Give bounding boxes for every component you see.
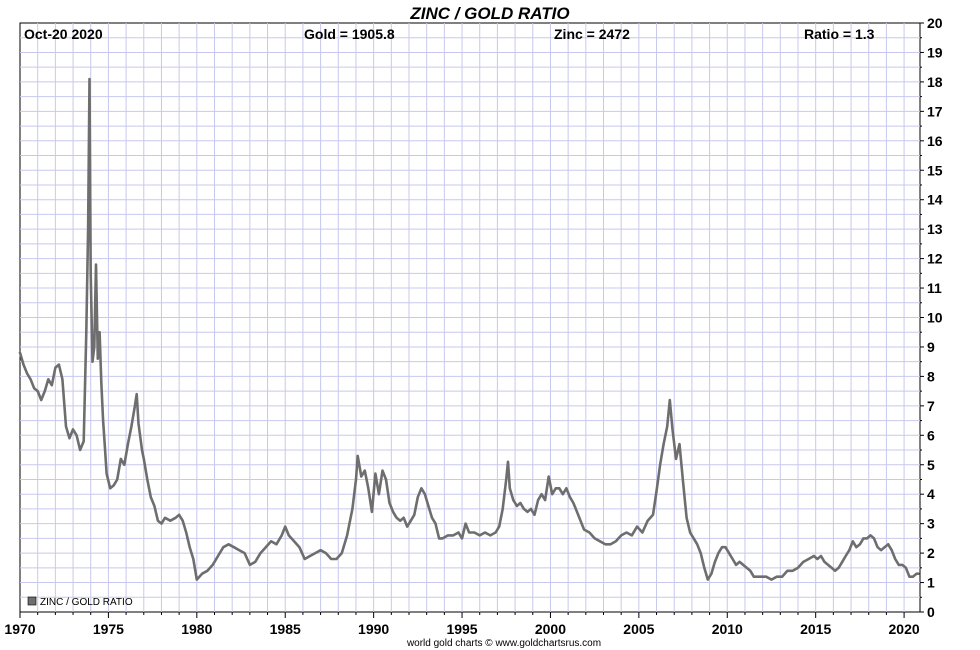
y-tick-label: 1: [927, 575, 935, 591]
x-tick-label: 2000: [535, 621, 566, 637]
y-tick-label: 0: [927, 604, 935, 620]
x-tick-label: 1995: [446, 621, 477, 637]
x-tick-label: 2010: [712, 621, 743, 637]
y-tick-label: 19: [927, 44, 943, 60]
x-axis: 1970 1975 1980 1985 1990 1995 2000 2005 2010 2015…: [4, 612, 920, 637]
x-tick-label: 1980: [181, 621, 212, 637]
y-tick-label: 20: [927, 15, 943, 31]
x-tick-label: 2020: [889, 621, 920, 637]
y-tick-label: 18: [927, 74, 943, 90]
header-zinc-price: Zinc = 2472: [554, 26, 630, 42]
y-tick-label: 8: [927, 368, 935, 384]
y-tick-label: 17: [927, 103, 943, 119]
header-gold-price: Gold = 1905.8: [304, 26, 395, 42]
series-line-zinc-gold-ratio: [18, 77, 920, 581]
y-tick-label: 12: [927, 251, 943, 267]
legend-label: ZINC / GOLD RATIO: [40, 597, 133, 608]
x-tick-label: 2005: [623, 621, 654, 637]
x-tick-label: 1975: [93, 621, 124, 637]
y-tick-label: 7: [927, 398, 935, 414]
y-tick-label: 10: [927, 310, 943, 326]
y-tick-label: 14: [927, 192, 943, 208]
y-tick-label: 5: [927, 457, 935, 473]
x-tick-label: 2015: [800, 621, 831, 637]
y-tick-label: 3: [927, 516, 935, 532]
x-tick-label: 1985: [270, 621, 301, 637]
x-tick-label: 1990: [358, 621, 389, 637]
grid: [19, 22, 921, 613]
y-tick-label: 6: [927, 427, 935, 443]
header-ratio: Ratio = 1.3: [804, 26, 875, 42]
y-tick-label: 15: [927, 162, 943, 178]
y-tick-label: 9: [927, 339, 935, 355]
x-tick-label: 1970: [4, 621, 35, 637]
source-credit: world gold charts © www.goldchartsrus.co…: [406, 638, 601, 649]
y-tick-label: 16: [927, 133, 943, 149]
y-tick-label: 2: [927, 545, 935, 561]
y-tick-label: 4: [927, 486, 935, 502]
y-tick-label: 13: [927, 221, 943, 237]
header-date: Oct-20 2020: [24, 26, 103, 42]
chart-title: ZINC / GOLD RATIO: [409, 4, 569, 23]
y-tick-label: 11: [927, 280, 942, 296]
legend-swatch: [27, 596, 37, 606]
